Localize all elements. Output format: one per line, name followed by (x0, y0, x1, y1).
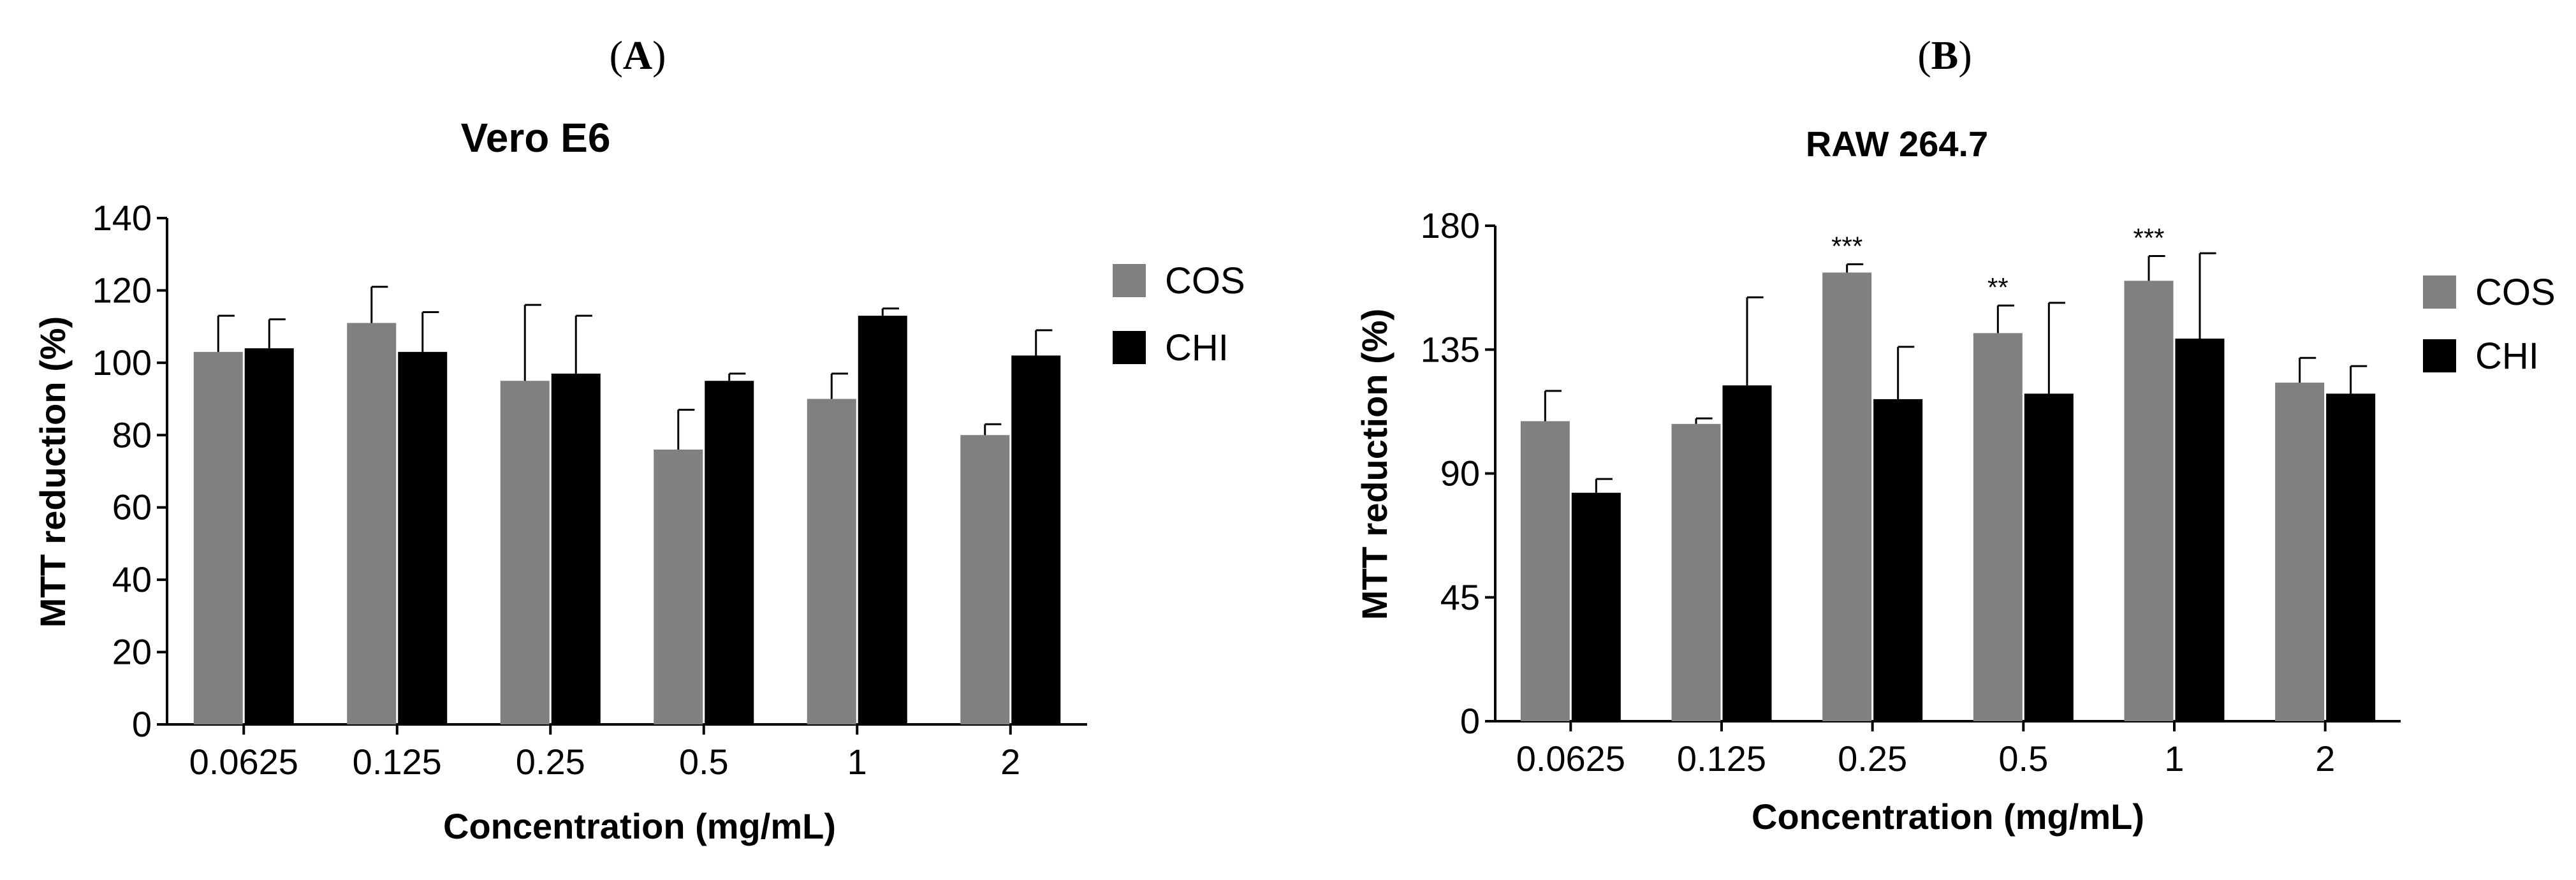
legend-label-chi: CHI (1165, 327, 1229, 369)
panel-paren-open: ( (610, 33, 623, 78)
y-tick-label: 135 (1421, 329, 1480, 369)
bar-cos (807, 399, 856, 724)
bar-cos (2275, 383, 2325, 721)
bar-chi (1873, 399, 1923, 721)
bar-chi (1011, 355, 1061, 724)
y-tick-label: 0 (1460, 701, 1480, 741)
bar-chi (2326, 393, 2376, 721)
y-tick-label: 120 (92, 270, 152, 310)
bar-cos (1520, 421, 1570, 721)
legend-label-chi: CHI (2475, 335, 2539, 377)
bar-chi (2175, 338, 2225, 721)
legend-swatch-chi (1113, 331, 1146, 364)
bar-cos (1671, 423, 1721, 721)
y-tick-label: 100 (92, 342, 152, 383)
bar-cos (1822, 272, 1872, 722)
chart-title: RAW 264.7 (1806, 124, 1988, 164)
bar-cos (654, 449, 703, 724)
x-tick-label: 0.25 (516, 742, 585, 782)
chart-panel-a: (A) Vero E6 0 20 40 60 80 100 120 140 0.0625 0.125 0… (33, 33, 1245, 846)
x-tick-label: 1 (2164, 738, 2184, 779)
x-axis-label: Concentration (mg/mL) (1752, 796, 2144, 837)
significance-marker: *** (2133, 223, 2164, 253)
x-tick-label: 0.5 (1998, 738, 2048, 779)
bar-chi (2024, 393, 2074, 721)
bar-chi (1722, 385, 1772, 721)
x-tick-label: 0.0625 (1516, 738, 1625, 779)
panel-paren-close: ) (1958, 33, 1972, 78)
panel-paren-close: ) (652, 33, 666, 78)
y-tick-label: 60 (112, 487, 152, 527)
bar-cos (193, 351, 243, 724)
panel-letter: B (1931, 33, 1959, 78)
chart-title: Vero E6 (461, 115, 611, 161)
x-tick-label: 0.0625 (189, 742, 298, 782)
significance-marker: *** (1831, 231, 1862, 261)
bar-cos (347, 323, 397, 724)
legend-swatch-cos (2423, 275, 2456, 309)
y-tick-label: 80 (112, 414, 152, 455)
x-tick-label: 0.25 (1838, 738, 1907, 779)
significance-marker: ** (1987, 272, 2009, 302)
bar-chi (398, 351, 448, 724)
y-tick-label: 40 (112, 559, 152, 599)
bar-cos (960, 435, 1010, 724)
y-axis-label: MTT reduction (%) (1354, 309, 1394, 620)
bar-chi (858, 316, 907, 725)
x-tick-label: 2 (2315, 738, 2335, 779)
legend-label-cos: COS (1165, 260, 1245, 302)
bar-cos (1973, 333, 2023, 721)
bar-cos (2124, 281, 2174, 721)
panel-label: (A) (610, 33, 666, 78)
y-tick-label: 140 (92, 198, 152, 238)
y-tick-label: 180 (1421, 205, 1480, 246)
legend-label-cos: COS (2475, 272, 2556, 313)
legend-swatch-cos (1113, 264, 1146, 297)
bar-chi (1571, 492, 1621, 721)
x-tick-label: 0.5 (679, 742, 729, 782)
y-tick-label: 90 (1440, 453, 1480, 494)
x-tick-label: 0.125 (1677, 738, 1766, 779)
y-axis-label: MTT reduction (%) (33, 316, 73, 627)
x-axis-label: Concentration (mg/mL) (443, 806, 836, 846)
bar-cos (500, 381, 550, 724)
x-tick-label: 1 (847, 742, 867, 782)
panel-label: (B) (1917, 33, 1972, 78)
y-tick-label: 45 (1440, 577, 1480, 617)
panel-letter: A (623, 33, 652, 78)
x-tick-label: 2 (1000, 742, 1020, 782)
x-tick-label: 0.125 (353, 742, 442, 782)
bar-chi (244, 348, 294, 724)
bar-chi (705, 381, 754, 724)
y-tick-label: 0 (132, 704, 152, 744)
legend-swatch-chi (2423, 339, 2456, 372)
y-tick-label: 20 (112, 632, 152, 672)
chart-panel-b: (B) RAW 264.7 0 45 90 135 180 0.0625 0.125 0.25 0.… (1354, 33, 2556, 837)
panel-paren-open: ( (1917, 33, 1931, 78)
bar-chi (551, 373, 601, 724)
